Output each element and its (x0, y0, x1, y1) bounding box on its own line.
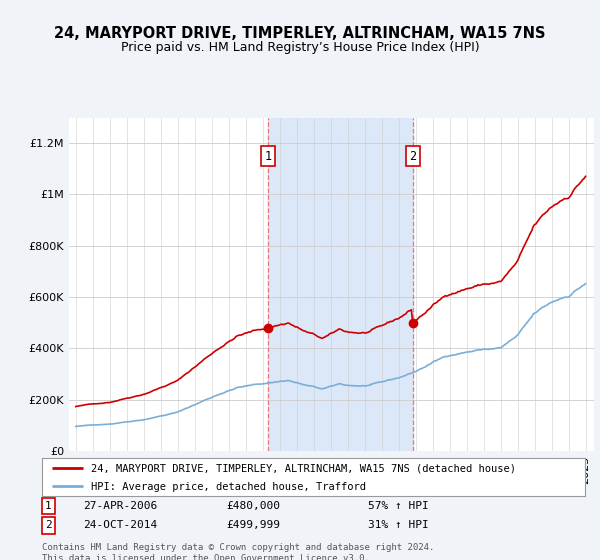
Text: 24, MARYPORT DRIVE, TIMPERLEY, ALTRINCHAM, WA15 7NS (detached house): 24, MARYPORT DRIVE, TIMPERLEY, ALTRINCHA… (91, 464, 516, 474)
Text: 31% ↑ HPI: 31% ↑ HPI (368, 520, 428, 530)
Text: 2: 2 (45, 520, 52, 530)
Text: HPI: Average price, detached house, Trafford: HPI: Average price, detached house, Traf… (91, 482, 366, 492)
Text: 24-OCT-2014: 24-OCT-2014 (83, 520, 157, 530)
Text: Contains HM Land Registry data © Crown copyright and database right 2024.
This d: Contains HM Land Registry data © Crown c… (42, 543, 434, 560)
Text: 1: 1 (265, 150, 272, 162)
Text: Price paid vs. HM Land Registry’s House Price Index (HPI): Price paid vs. HM Land Registry’s House … (121, 40, 479, 54)
Text: 1: 1 (45, 501, 52, 511)
Text: 57% ↑ HPI: 57% ↑ HPI (368, 501, 428, 511)
Text: £499,999: £499,999 (227, 520, 281, 530)
Text: 27-APR-2006: 27-APR-2006 (83, 501, 157, 511)
Text: 2: 2 (409, 150, 416, 162)
Text: £480,000: £480,000 (227, 501, 281, 511)
Bar (268, 118, 413, 451)
Text: 24, MARYPORT DRIVE, TIMPERLEY, ALTRINCHAM, WA15 7NS: 24, MARYPORT DRIVE, TIMPERLEY, ALTRINCHA… (54, 26, 546, 41)
